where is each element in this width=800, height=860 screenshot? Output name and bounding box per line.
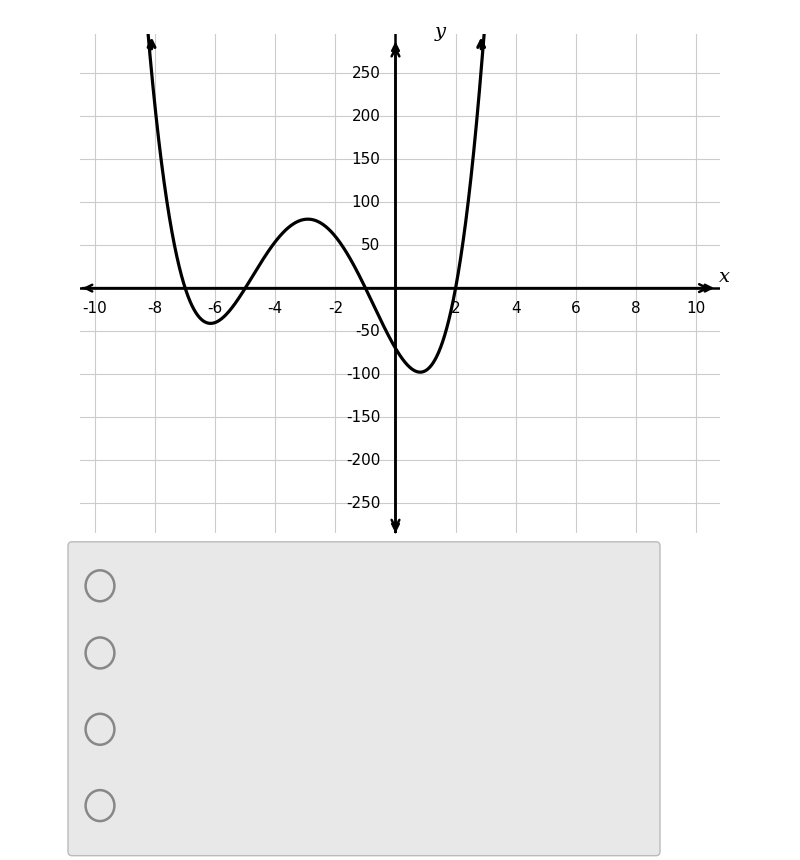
- Text: -6: -6: [207, 301, 223, 316]
- Text: -100: -100: [346, 366, 381, 382]
- Text: -10: -10: [82, 301, 107, 316]
- Text: -2: -2: [328, 301, 343, 316]
- Text: as $x \to -\infty,\, f(x) \to -\infty$ and as $x \to \infty,\, f(x) \to \infty$: as $x \to -\infty,\, f(x) \to -\infty$ a…: [136, 643, 534, 663]
- Text: as $x \to -\infty,\, f(x) \to -\infty$ and as $x \to \infty,\, f(x) \to -\infty$: as $x \to -\infty,\, f(x) \to -\infty$ a…: [136, 719, 556, 740]
- Text: 250: 250: [351, 65, 381, 81]
- Text: y: y: [435, 23, 446, 41]
- Text: -4: -4: [268, 301, 283, 316]
- Text: as $x \to -\infty,\, f(x) \to \infty$ and as $x \to \infty,\, f(x) \to -\infty$: as $x \to -\infty,\, f(x) \to \infty$ an…: [136, 796, 534, 815]
- Text: 8: 8: [631, 301, 641, 316]
- Text: -200: -200: [346, 452, 381, 468]
- Text: 100: 100: [351, 194, 381, 210]
- Text: -150: -150: [346, 409, 381, 425]
- Text: 6: 6: [571, 301, 581, 316]
- Text: 150: 150: [351, 151, 381, 167]
- Text: 200: 200: [351, 108, 381, 124]
- Text: x: x: [718, 268, 730, 286]
- Text: -250: -250: [346, 495, 381, 511]
- Text: 10: 10: [686, 301, 706, 316]
- Text: 2: 2: [450, 301, 460, 316]
- Text: as $x \to -\infty,\, f(x) \to \infty$ and as $x \to \infty,\, f(x) \to \infty$: as $x \to -\infty,\, f(x) \to \infty$ an…: [136, 576, 512, 596]
- Text: 4: 4: [511, 301, 521, 316]
- Text: -8: -8: [147, 301, 162, 316]
- Text: 50: 50: [362, 237, 381, 253]
- Text: -50: -50: [356, 323, 381, 339]
